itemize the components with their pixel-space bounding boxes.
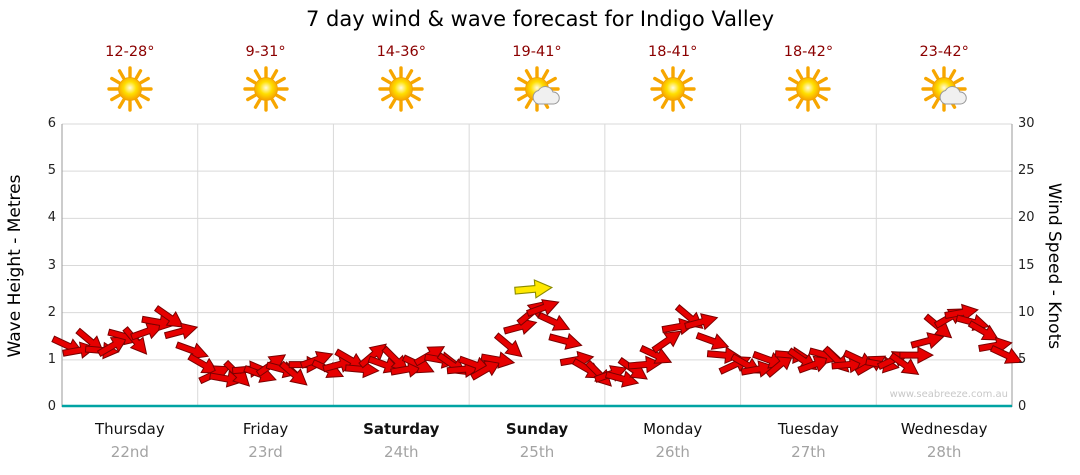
temp-range: 18-42° — [783, 44, 834, 60]
temp-range: 12-28° — [105, 44, 155, 60]
day-date: 28th — [926, 443, 962, 461]
day-date: 25th — [519, 443, 555, 461]
wave-axis-tick: 5 — [47, 163, 56, 179]
wind-arrow — [96, 336, 129, 357]
wind-arrow — [989, 344, 1023, 364]
temp-range: 14-36° — [376, 44, 426, 60]
wind-axis-tick: 0 — [1018, 399, 1027, 414]
wind-axis-tick: 10 — [1018, 304, 1035, 320]
sun-icon — [378, 66, 424, 112]
temp-range: 19-41° — [512, 44, 562, 60]
day-name: Monday — [643, 420, 703, 438]
temp-range: 9-31° — [245, 44, 286, 60]
page-title: 7 day wind & wave forecast for Indigo Va… — [305, 7, 775, 31]
wave-axis-tick: 4 — [47, 210, 56, 226]
day-date: 27th — [791, 443, 826, 461]
day-name: Friday — [242, 420, 289, 438]
wind-arrow — [163, 322, 199, 340]
wind-arrow — [910, 332, 945, 350]
wind-arrow — [765, 352, 795, 378]
day-name: Thursday — [94, 420, 165, 438]
wind-axis-tick: 5 — [1018, 351, 1027, 367]
wind-arrow — [695, 332, 730, 350]
day-date: 23rd — [248, 443, 283, 461]
wind-arrow — [493, 332, 523, 358]
wind-axis-tick: 15 — [1018, 257, 1035, 273]
day-name: Saturday — [363, 420, 440, 438]
wind-arrow — [899, 346, 934, 364]
wind-arrow — [141, 313, 176, 332]
wind-axis-tick: 25 — [1018, 163, 1035, 179]
wind-arrow — [639, 344, 673, 364]
wind-arrow — [604, 370, 640, 388]
chart-plot — [51, 123, 1023, 408]
wind-arrow — [480, 351, 516, 369]
sun-icon — [242, 66, 289, 112]
wind-arrow — [122, 326, 148, 355]
wave-axis-tick: 3 — [47, 257, 56, 273]
wind-arrow — [153, 305, 185, 328]
sun-icon — [650, 66, 696, 112]
sun-cloud-icon — [921, 66, 967, 112]
day-name: Tuesday — [777, 420, 839, 438]
wind-arrow — [525, 299, 560, 317]
wind-arrow — [684, 313, 719, 331]
day-date: 24th — [384, 443, 419, 461]
watermark: www.seabreeze.com.au — [889, 389, 1008, 400]
wind-arrow — [299, 350, 334, 369]
wind-arrow — [537, 311, 571, 331]
wind-axis-tick: 30 — [1018, 116, 1035, 131]
wind-arrow — [278, 360, 308, 386]
sun-cloud-icon — [514, 66, 560, 112]
wave-axis-tick: 1 — [47, 351, 56, 367]
wind-arrow — [175, 341, 209, 360]
highlight-wind-arrow — [514, 279, 554, 299]
wind-arrow — [130, 322, 164, 341]
wind-arrow — [888, 352, 920, 375]
wave-axis-tick: 6 — [47, 116, 56, 131]
wave-axis-tick: 0 — [47, 399, 56, 414]
wind-arrow — [627, 355, 663, 374]
day-date: 22nd — [110, 443, 149, 461]
sun-icon — [785, 66, 832, 112]
wind-arrow — [651, 330, 682, 354]
wave-axis-tick: 2 — [47, 304, 56, 320]
day-name: Sunday — [505, 420, 569, 438]
wind-arrow — [470, 360, 502, 381]
day-date: 26th — [655, 443, 690, 461]
wind-arrow — [978, 336, 1013, 355]
wave-axis-label: Wave Height - Metres — [5, 174, 25, 358]
temp-range: 18-41° — [648, 44, 698, 60]
day-name: Wednesday — [900, 420, 988, 438]
wind-axis-tick: 20 — [1018, 210, 1035, 226]
wind-arrow — [797, 355, 832, 374]
wind-arrow — [209, 370, 244, 388]
wind-arrow — [967, 320, 1000, 341]
sun-icon — [107, 66, 153, 112]
wind-arrow — [548, 332, 583, 350]
wind-arrow — [944, 303, 979, 322]
temp-range: 23-42° — [919, 44, 969, 60]
